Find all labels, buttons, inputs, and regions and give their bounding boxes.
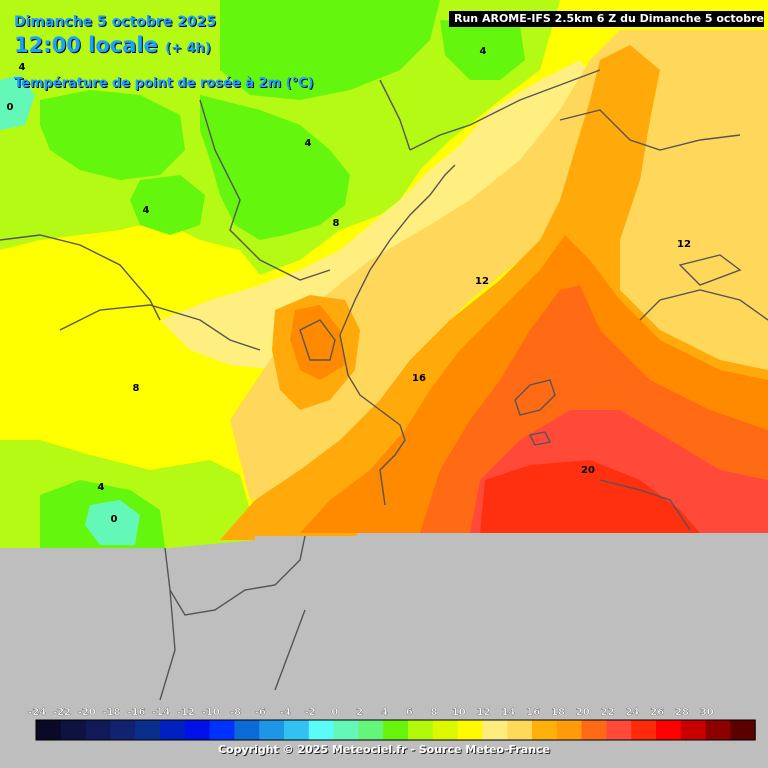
contour-label: 0 — [111, 514, 118, 525]
scale-label: -16 — [127, 707, 145, 718]
scale-label: 8 — [431, 707, 438, 718]
scale-swatch — [532, 720, 558, 740]
scale-swatch — [581, 720, 607, 740]
contour-label: 16 — [412, 373, 426, 384]
coastlines — [0, 69, 768, 701]
scale-swatch — [110, 720, 136, 740]
contour-label: 8 — [333, 218, 340, 229]
scale-swatch — [209, 720, 235, 740]
field-green-north — [200, 95, 350, 240]
field-green-nw — [40, 90, 185, 180]
scale-swatch — [556, 720, 582, 740]
scale-swatch — [705, 720, 731, 740]
contour-label: 20 — [581, 465, 595, 476]
contour-label: 0 — [7, 102, 14, 113]
scale-label: -20 — [78, 707, 96, 718]
time-offset: (+ 4h) — [165, 41, 211, 56]
scale-label: -10 — [202, 707, 220, 718]
scale-swatch — [36, 720, 62, 740]
contour-label: 4 — [305, 138, 312, 149]
scale-swatch — [606, 720, 632, 740]
scale-swatch — [333, 720, 359, 740]
scale-label: 12 — [477, 707, 491, 718]
field-darkorange-w — [290, 305, 345, 380]
color-scale: -24 -22 -20 -18 -16 -14 -12 -10 -8 -6 -4 -2 0 2 4 6 8 10 1… — [28, 707, 756, 741]
scale-swatch — [85, 720, 111, 740]
scale-swatch — [730, 720, 756, 740]
scale-label: -8 — [230, 707, 241, 718]
scale-swatch — [259, 720, 285, 740]
scale-label: -12 — [177, 707, 195, 718]
run-banner: Run AROME-IFS 2.5km 6 Z du Dimanche 5 oc… — [449, 11, 768, 27]
contour-label: 4 — [143, 205, 150, 216]
scale-swatch — [408, 720, 434, 740]
scale-border — [35, 719, 756, 741]
time-value: 12:00 locale — [14, 33, 158, 57]
scale-label: 22 — [601, 707, 615, 718]
scale-swatch — [432, 720, 458, 740]
scale-swatch — [60, 720, 86, 740]
scale-label: 0 — [331, 707, 338, 718]
scale-label: 4 — [381, 707, 388, 718]
scale-label: 16 — [526, 707, 540, 718]
scale-swatch — [507, 720, 533, 740]
scale-label: -22 — [53, 707, 71, 718]
scale-label: 26 — [650, 707, 664, 718]
contour-label: 12 — [475, 276, 489, 287]
scale-label: -4 — [280, 707, 291, 718]
scale-swatch — [308, 720, 334, 740]
scale-label: -14 — [152, 707, 170, 718]
field-green-ne — [440, 20, 525, 80]
contour-label: 12 — [677, 239, 691, 250]
scale-label: 24 — [625, 707, 639, 718]
scale-swatch — [482, 720, 508, 740]
scale-swatch — [160, 720, 186, 740]
contour-label: 4 — [98, 482, 105, 493]
field-green-top — [220, 0, 440, 100]
scale-label: 10 — [452, 707, 466, 718]
scale-swatch — [656, 720, 682, 740]
scale-label: 6 — [406, 707, 413, 718]
contour-labels: 4 4 4 4 0 8 8 12 12 16 20 4 0 — [7, 46, 691, 525]
time-title: 12:00 locale (+ 4h) — [14, 33, 211, 57]
scale-swatch — [184, 720, 210, 740]
scale-swatch — [284, 720, 310, 740]
scale-swatch — [135, 720, 161, 740]
scale-swatch — [383, 720, 409, 740]
scale-label: 30 — [700, 707, 714, 718]
scale-label: 2 — [356, 707, 363, 718]
scale-swatch — [234, 720, 260, 740]
scale-swatch — [358, 720, 384, 740]
scale-labels: -24 -22 -20 -18 -16 -14 -12 -10 -8 -6 -4 -2 0 2 4 6 8 10 1… — [28, 707, 714, 718]
scale-label: -24 — [28, 707, 46, 718]
parameter-title: Température de point de rosée à 2m (°C) — [14, 76, 314, 91]
scale-swatch — [457, 720, 483, 740]
contour-label: 4 — [19, 62, 26, 73]
scale-swatch — [680, 720, 706, 740]
field-cyan-sw — [85, 500, 140, 545]
scale-label: -2 — [304, 707, 315, 718]
field-lightyellow — [160, 60, 600, 370]
field-cyan-nw — [0, 75, 35, 130]
scale-label: 14 — [501, 707, 515, 718]
scale-label: -6 — [255, 707, 266, 718]
copyright: Copyright © 2025 Meteociel.fr - Source M… — [217, 743, 551, 756]
scale-swatches — [35, 719, 756, 741]
contour-label: 4 — [480, 46, 487, 57]
field-red-deep — [480, 460, 700, 533]
scale-swatch — [631, 720, 657, 740]
scale-label: -18 — [103, 707, 121, 718]
scale-label: 28 — [675, 707, 689, 718]
contour-label: 8 — [133, 383, 140, 394]
date-title: Dimanche 5 octobre 2025 — [14, 14, 217, 30]
field-green-mid — [130, 175, 205, 235]
scale-label: 18 — [551, 707, 565, 718]
scale-label: 20 — [576, 707, 590, 718]
